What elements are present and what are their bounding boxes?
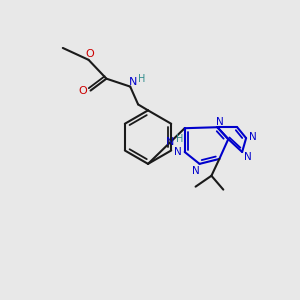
Text: O: O xyxy=(78,85,87,96)
Text: N: N xyxy=(129,76,137,87)
Text: O: O xyxy=(85,49,94,59)
Text: N: N xyxy=(174,147,182,157)
Text: N: N xyxy=(217,117,224,127)
Text: N: N xyxy=(249,132,257,142)
Text: N: N xyxy=(244,152,252,162)
Text: N: N xyxy=(192,166,200,176)
Text: H: H xyxy=(176,134,183,144)
Text: N: N xyxy=(166,137,175,147)
Text: H: H xyxy=(138,74,146,84)
